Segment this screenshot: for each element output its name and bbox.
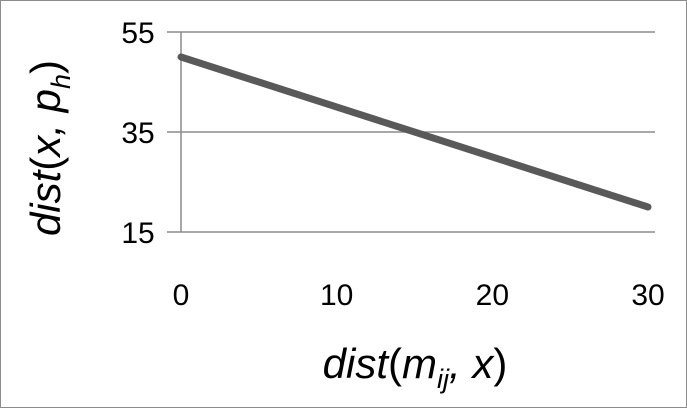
x-tick-label: 30 (631, 279, 664, 312)
y-tick-label: 55 (121, 17, 154, 50)
y-tick-label: 35 (121, 117, 154, 150)
x-tick-labels: 0 10 20 30 (173, 279, 665, 312)
y-tick-label: 15 (121, 217, 154, 250)
series-line (177, 53, 652, 211)
x-tick-label: 0 (173, 279, 190, 312)
x-tick-label: 10 (320, 279, 353, 312)
x-axis-title: dist(mij, x) (323, 340, 508, 394)
x-tick-label: 20 (476, 279, 509, 312)
y-axis-title: dist(x, ph) (22, 60, 76, 236)
series-group (177, 53, 652, 211)
y-tick-labels: 15 35 55 (121, 17, 154, 250)
